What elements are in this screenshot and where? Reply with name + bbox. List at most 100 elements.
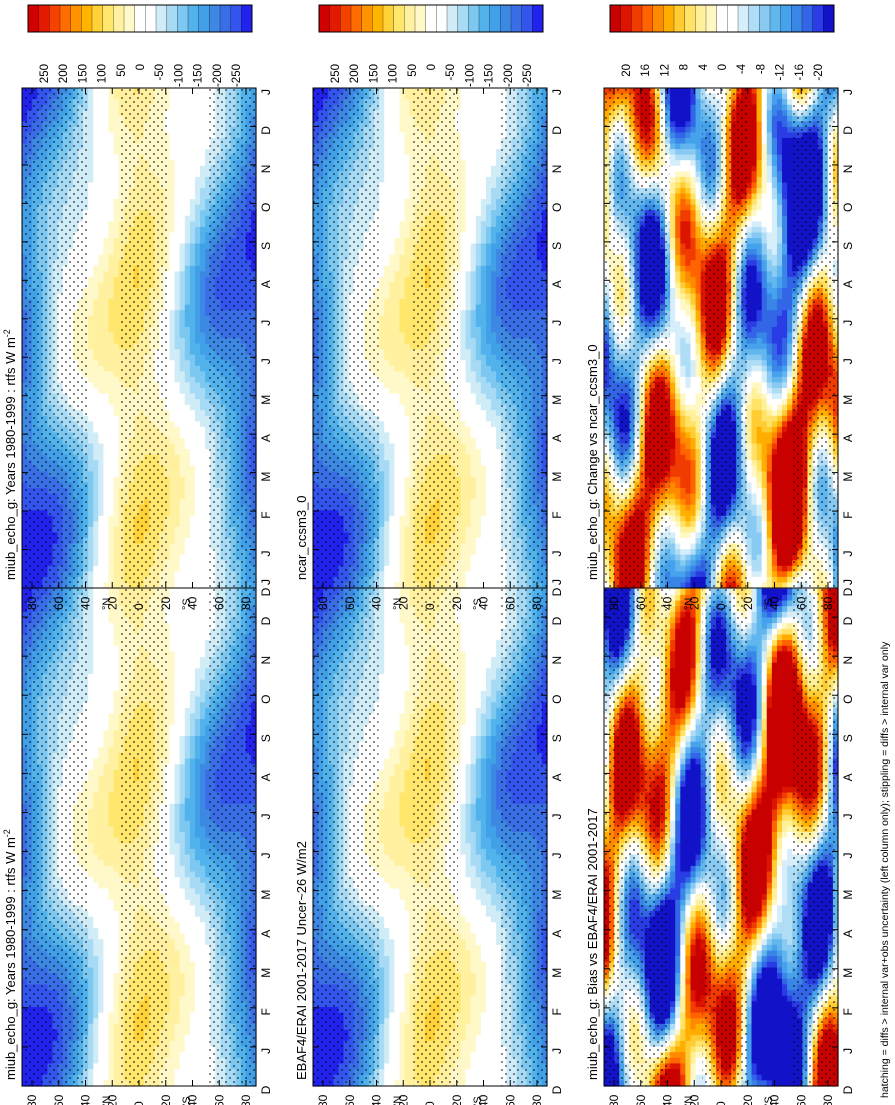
heatmap-cell — [93, 1029, 99, 1036]
heatmap-cell — [98, 990, 104, 997]
heatmap-cell — [98, 843, 104, 850]
heatmap-cell — [184, 606, 191, 613]
hemisphere-label: °S — [181, 1096, 193, 1105]
heatmap-cell — [194, 600, 201, 607]
heatmap-cell — [184, 781, 191, 788]
heatmap-cell — [113, 781, 120, 788]
heatmap-cell — [200, 724, 206, 731]
heatmap-cell — [164, 589, 171, 596]
heatmap-cell — [113, 747, 120, 754]
heatmap-cell — [108, 950, 115, 957]
heatmap-cell — [93, 662, 99, 669]
heatmap-cell — [164, 1006, 171, 1014]
heatmap-cell — [113, 1035, 120, 1042]
heatmap-cell — [103, 741, 110, 748]
heatmap-cell — [103, 792, 110, 799]
heatmap-cell — [103, 815, 110, 822]
heatmap-cell — [164, 1063, 171, 1070]
heatmap-cell — [179, 911, 186, 918]
heatmap-cell — [179, 696, 186, 703]
heatmap-cell — [98, 803, 104, 811]
month-tick-label: F — [259, 1008, 273, 1015]
heatmap-cell — [200, 995, 206, 1002]
title-superscript: -2 — [2, 829, 12, 837]
heatmap-cell — [108, 736, 115, 743]
heatmap-cell — [169, 1040, 176, 1048]
heatmap-cell — [205, 820, 211, 827]
heatmap-cell — [164, 832, 171, 839]
heatmap-cell — [194, 1074, 201, 1081]
heatmap-cell — [179, 894, 186, 901]
heatmap-cell — [169, 724, 176, 731]
heatmap-cell — [184, 690, 191, 698]
heatmap-cell — [113, 679, 120, 686]
heatmap-cell — [88, 741, 94, 748]
heatmap-cell — [179, 978, 186, 985]
heatmap-cell — [205, 611, 211, 619]
heatmap-cell — [164, 730, 171, 737]
heatmap-cell — [103, 1006, 110, 1014]
heatmap-cell — [200, 984, 206, 991]
heatmap-cell — [93, 877, 99, 884]
heatmap-cell — [113, 916, 120, 923]
heatmap-cell — [164, 826, 171, 833]
heatmap-cell — [194, 877, 201, 884]
heatmap-cell — [184, 1057, 191, 1065]
heatmap-cell — [205, 600, 211, 607]
heatmap-cell — [184, 1018, 191, 1025]
heatmap-cell — [93, 623, 99, 630]
heatmap-cell — [88, 820, 94, 827]
heatmap-cell — [164, 956, 171, 963]
heatmap-cell — [179, 820, 186, 827]
lat-tick-label: 40 — [186, 1094, 200, 1105]
heatmap-cell — [174, 995, 181, 1002]
heatmap-cell — [174, 764, 181, 771]
heatmap-cell — [108, 815, 115, 822]
heatmap-cell — [169, 956, 176, 963]
heatmap-cell — [174, 877, 181, 884]
heatmap-cell — [169, 888, 176, 895]
heatmap-cell — [169, 984, 176, 991]
heatmap-cell — [169, 803, 176, 811]
heatmap-cell — [88, 792, 94, 799]
heatmap-cell — [169, 967, 176, 974]
heatmap-cell — [205, 724, 211, 731]
lat-tick-label: 80 — [25, 1094, 39, 1105]
heatmap-cell — [200, 1040, 206, 1048]
heatmap-cell — [103, 628, 110, 636]
heatmap-cell — [189, 747, 196, 754]
heatmap-cell — [98, 662, 104, 669]
heatmap-cell — [164, 606, 171, 613]
heatmap-cell — [108, 611, 115, 619]
heatmap-cell — [194, 651, 201, 658]
heatmap-cell — [205, 1040, 211, 1048]
heatmap-cell — [93, 696, 99, 703]
heatmap-cell — [174, 668, 181, 675]
heatmap-cell — [164, 668, 171, 675]
heatmap-cell — [98, 1074, 104, 1081]
heatmap-cell — [93, 668, 99, 675]
heatmap-cell — [179, 1035, 186, 1042]
heatmap-cell — [189, 995, 196, 1002]
heatmap-cell — [174, 939, 181, 946]
heatmap-cell — [179, 1006, 186, 1014]
heatmap-cell — [88, 888, 94, 895]
heatmap-cell — [179, 950, 186, 957]
heatmap-cell — [108, 792, 115, 799]
heatmap-cell — [184, 623, 191, 630]
heatmap-cell — [93, 882, 99, 890]
heatmap-cell — [184, 1029, 191, 1036]
heatmap-cell — [88, 848, 94, 856]
heatmap-cell — [164, 628, 171, 636]
heatmap-cell — [164, 719, 171, 726]
heatmap-cell — [194, 803, 201, 811]
heatmap-cell — [103, 944, 110, 952]
heatmap-cell — [179, 837, 186, 844]
heatmap-cell — [184, 815, 191, 822]
heatmap-cell — [194, 786, 201, 794]
heatmap-cell — [98, 826, 104, 833]
heatmap-cell — [93, 803, 99, 811]
heatmap-cell — [108, 657, 115, 664]
heatmap-cell — [184, 944, 191, 952]
heatmap-cell — [205, 707, 211, 715]
